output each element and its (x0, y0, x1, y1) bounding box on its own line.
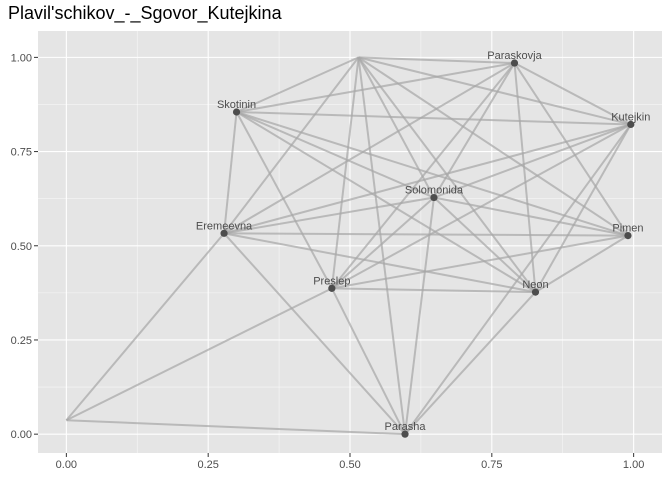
edge-top-paraskovja (358, 56, 515, 65)
edge-kutejkin-eremeevna (223, 123, 632, 235)
node-eremeevna (220, 229, 228, 237)
node-label-pimen: Pimen (612, 223, 643, 235)
edge-top-kutejkin (358, 56, 632, 126)
y-tick-label: 0.00 (11, 429, 32, 441)
edge-pimen-neon (534, 234, 629, 293)
node-solomonida (430, 193, 438, 202)
node-labels: Paraskovja Skotinin Kutejkin Solomonida Erem… (196, 50, 650, 433)
node-label-solomonida: Solomonida (405, 185, 464, 197)
node-preslep (328, 284, 336, 292)
x-axis: 0.00 0.25 0.50 0.75 1.00 (56, 453, 644, 471)
edge-kutejkin-neon (534, 123, 632, 293)
edge-skotinin-pimen (236, 111, 629, 237)
node-pimen (624, 231, 632, 240)
edge-preslep-bottomleft (65, 287, 333, 422)
node-label-parasha: Parasha (385, 421, 427, 433)
edge-paraskovja-eremeevna (223, 62, 516, 235)
y-tick-label: 0.50 (11, 241, 32, 253)
edge-eremeevna-pimen (224, 232, 628, 237)
edge-paraskovja-pimen (513, 62, 629, 237)
edge-paraskovja-preslep (331, 62, 516, 289)
nodes (220, 59, 635, 438)
edge-top-pimen (357, 56, 629, 237)
edge-bottomleft-parasha (66, 419, 406, 436)
edges (65, 56, 632, 436)
y-tick-label: 0.75 (11, 147, 32, 159)
edge-solomonida-preslep (331, 196, 435, 290)
edge-skotinin-preslep (235, 111, 333, 289)
edge-kutejkin-solomonida (433, 123, 632, 199)
edge-skotinin-kutejkin (236, 111, 631, 126)
edge-kutejkin-parasha (404, 123, 632, 435)
edge-paraskovja-kutejkin (514, 62, 632, 126)
edge-paraskovja-solomonida (433, 62, 516, 199)
edge-paraskovja-neon (513, 62, 537, 293)
edge-pimen-preslep (331, 234, 629, 290)
edge-solomonida-pimen (433, 196, 629, 237)
x-tick-label: 0.50 (339, 459, 360, 471)
node-kutejkin (627, 120, 635, 129)
node-parasha (401, 430, 409, 438)
x-tick-label: 0.75 (481, 459, 502, 471)
node-skotinin (232, 108, 241, 116)
edge-preslep-neon (331, 287, 536, 294)
x-tick-label: 0.00 (56, 459, 77, 471)
edge-solomonida-eremeevna (223, 196, 435, 235)
edge-top-preslep (330, 57, 360, 289)
x-tick-label: 0.25 (197, 459, 218, 471)
edge-solomonida-parasha (404, 197, 435, 435)
edge-top-solomonida (357, 56, 435, 199)
edge-skotinin-neon (236, 111, 537, 293)
node-label-eremeevna: Eremeevna (196, 220, 253, 232)
node-label-neon: Neon (522, 279, 548, 291)
edge-paraskovja-skotinin (236, 62, 515, 113)
x-tick-label: 1.00 (623, 459, 644, 471)
node-label-kutejkin: Kutejkin (611, 111, 650, 123)
y-axis: 0.00 0.25 0.50 0.75 1.00 (11, 52, 38, 441)
edge-eremeevna-bottomleft (65, 232, 225, 421)
node-neon (531, 288, 540, 296)
node-paraskovja (510, 59, 519, 67)
edge-eremeevna-neon (223, 232, 536, 294)
edge-top-parasha (357, 57, 407, 435)
edge-skotinin-eremeevna (223, 111, 238, 234)
node-label-preslep: Preslep (313, 275, 350, 287)
edge-neon-parasha (404, 291, 537, 435)
edge-skotinin-solomonida (236, 111, 435, 199)
edge-solomonida-neon (433, 196, 537, 293)
edge-eremeevna-parasha (223, 232, 406, 435)
y-tick-label: 0.25 (11, 335, 32, 347)
node-label-paraskovja: Paraskovja (487, 50, 542, 62)
node-label-skotinin: Skotinin (217, 99, 256, 111)
y-tick-label: 1.00 (11, 52, 32, 64)
chart-title: Plavil'schikov_-_Sgovor_Kutejkina (8, 3, 282, 23)
edge-preslep-parasha (330, 287, 406, 435)
edge-top-skotinin (236, 56, 359, 113)
